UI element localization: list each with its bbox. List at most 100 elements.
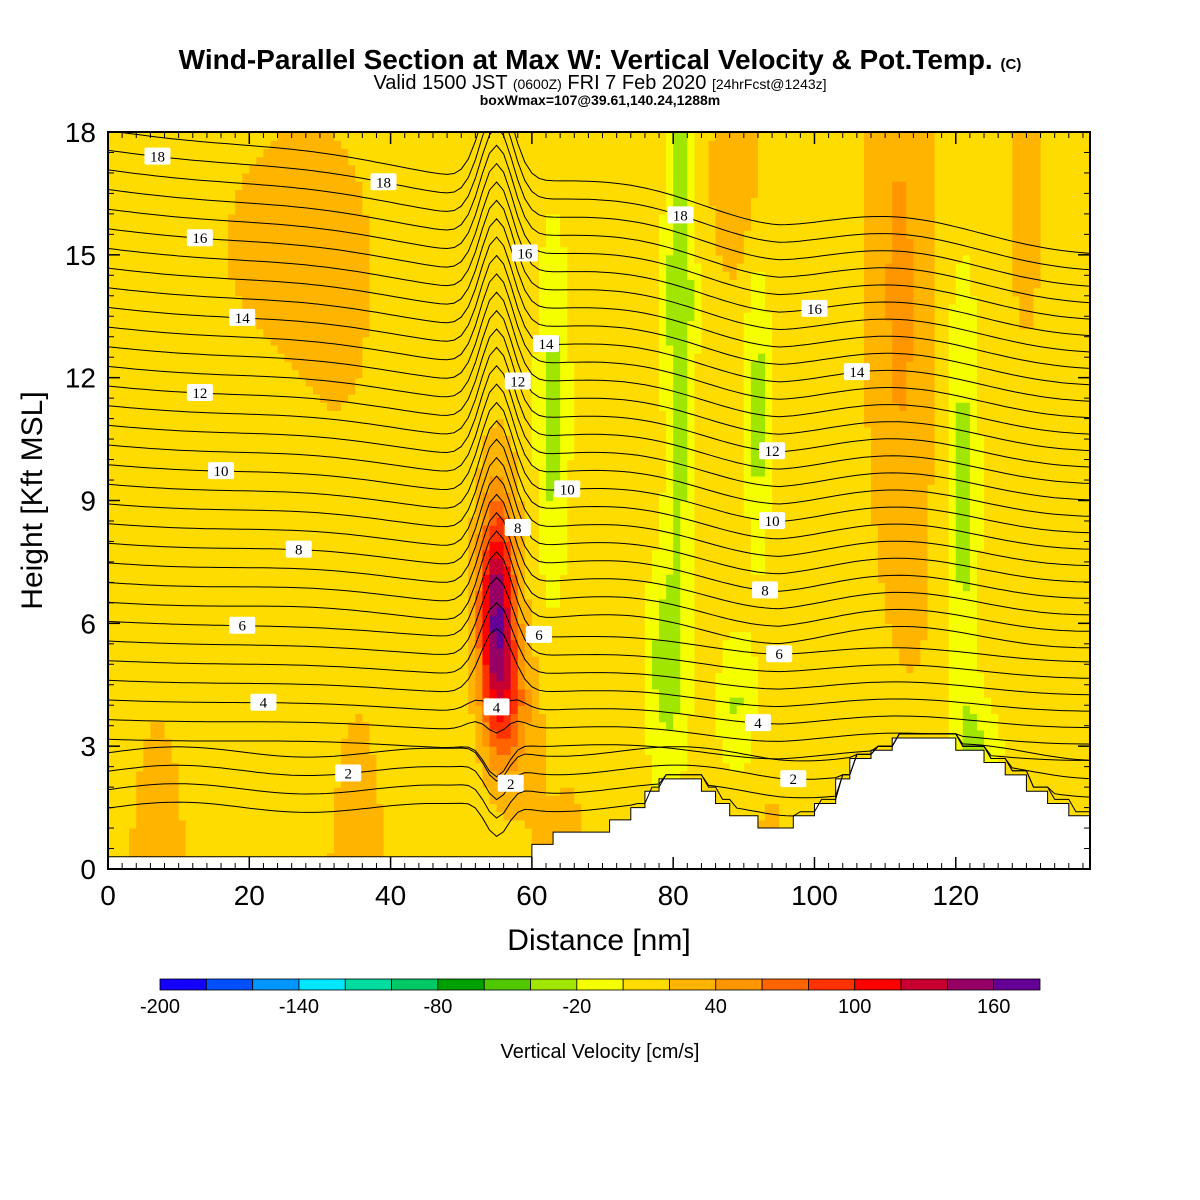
velocity-cell <box>397 844 406 854</box>
velocity-cell <box>341 279 349 289</box>
velocity-cell <box>171 312 180 321</box>
velocity-cell <box>206 795 215 805</box>
velocity-cell <box>355 557 363 567</box>
velocity-cell <box>157 770 166 780</box>
velocity-cell <box>150 172 159 182</box>
velocity-cell <box>171 697 180 706</box>
velocity-cell <box>115 238 123 248</box>
velocity-cell <box>348 434 356 444</box>
velocity-cell <box>390 418 399 428</box>
velocity-cell <box>270 246 279 256</box>
velocity-cell <box>397 705 406 715</box>
velocity-cell <box>284 754 293 764</box>
velocity-cell <box>277 672 286 682</box>
velocity-cell <box>192 443 201 452</box>
velocity-cell <box>192 287 201 297</box>
velocity-cell <box>221 140 229 149</box>
velocity-cell <box>327 623 335 633</box>
velocity-cell <box>355 500 363 510</box>
velocity-cell <box>362 336 370 346</box>
velocity-cell <box>390 770 399 780</box>
velocity-cell <box>305 377 314 387</box>
velocity-cell <box>206 263 215 272</box>
velocity-cell <box>383 533 392 543</box>
velocity-cell <box>305 672 314 682</box>
velocity-cell <box>369 606 378 616</box>
velocity-cell <box>228 271 236 280</box>
velocity-cell <box>376 475 385 485</box>
velocity-cell <box>277 778 286 788</box>
velocity-cell <box>475 729 484 739</box>
velocity-cell <box>298 721 307 731</box>
velocity-cell <box>129 132 137 141</box>
velocity-cell <box>298 148 307 158</box>
velocity-cell <box>404 500 413 510</box>
velocity-cell <box>482 459 491 469</box>
velocity-cell <box>277 132 286 141</box>
velocity-cell <box>376 197 385 207</box>
velocity-cell <box>256 238 265 248</box>
velocity-cell <box>256 140 265 149</box>
velocity-cell <box>263 639 272 649</box>
velocity-cell <box>376 230 385 240</box>
velocity-cell <box>411 656 420 665</box>
velocity-cell <box>270 418 279 428</box>
velocity-cell <box>115 754 123 764</box>
velocity-cell <box>312 140 321 149</box>
velocity-cell <box>341 623 349 633</box>
velocity-cell <box>185 459 194 469</box>
velocity-cell <box>298 590 307 600</box>
velocity-cell <box>171 361 180 371</box>
velocity-cell <box>178 377 187 387</box>
velocity-cell <box>461 688 469 698</box>
velocity-cell <box>496 606 505 616</box>
velocity-cell <box>143 615 151 624</box>
velocity-cell <box>432 819 441 829</box>
velocity-cell <box>129 500 137 510</box>
velocity-cell <box>150 795 159 805</box>
velocity-cell <box>284 254 293 264</box>
velocity-cell <box>178 475 187 485</box>
velocity-cell <box>228 639 236 649</box>
velocity-cell <box>277 189 286 199</box>
velocity-cell <box>143 271 151 280</box>
velocity-cell <box>206 246 215 256</box>
velocity-cell <box>242 369 250 379</box>
velocity-cell <box>440 697 448 706</box>
velocity-cell <box>447 467 455 477</box>
velocity-cell <box>312 574 321 583</box>
velocity-cell <box>397 746 406 755</box>
velocity-cell <box>221 533 229 543</box>
velocity-cell <box>178 197 187 207</box>
velocity-cell <box>277 844 286 854</box>
velocity-cell <box>447 140 455 149</box>
velocity-cell <box>341 189 349 199</box>
velocity-cell <box>249 721 257 731</box>
velocity-cell <box>277 697 286 706</box>
velocity-cell <box>284 500 293 510</box>
velocity-cell <box>376 492 385 502</box>
velocity-cell <box>397 140 406 149</box>
velocity-cell <box>157 582 166 592</box>
velocity-cell <box>319 647 328 657</box>
velocity-cell <box>489 320 498 330</box>
velocity-cell <box>411 631 420 641</box>
velocity-cell <box>150 574 159 583</box>
velocity-cell <box>199 271 208 280</box>
velocity-cell <box>341 598 349 608</box>
velocity-cell <box>213 279 222 289</box>
velocity-cell <box>164 795 173 805</box>
velocity-cell <box>369 328 378 338</box>
velocity-cell <box>143 475 151 485</box>
velocity-cell <box>418 410 427 420</box>
velocity-cell <box>284 795 293 805</box>
velocity-cell <box>263 688 272 698</box>
velocity-cell <box>277 467 286 477</box>
velocity-cell <box>475 336 484 346</box>
velocity-cell <box>115 844 123 854</box>
velocity-cell <box>178 394 187 403</box>
velocity-cell <box>468 525 476 534</box>
velocity-cell <box>213 803 222 813</box>
velocity-cell <box>143 672 151 682</box>
velocity-cell <box>284 803 293 813</box>
